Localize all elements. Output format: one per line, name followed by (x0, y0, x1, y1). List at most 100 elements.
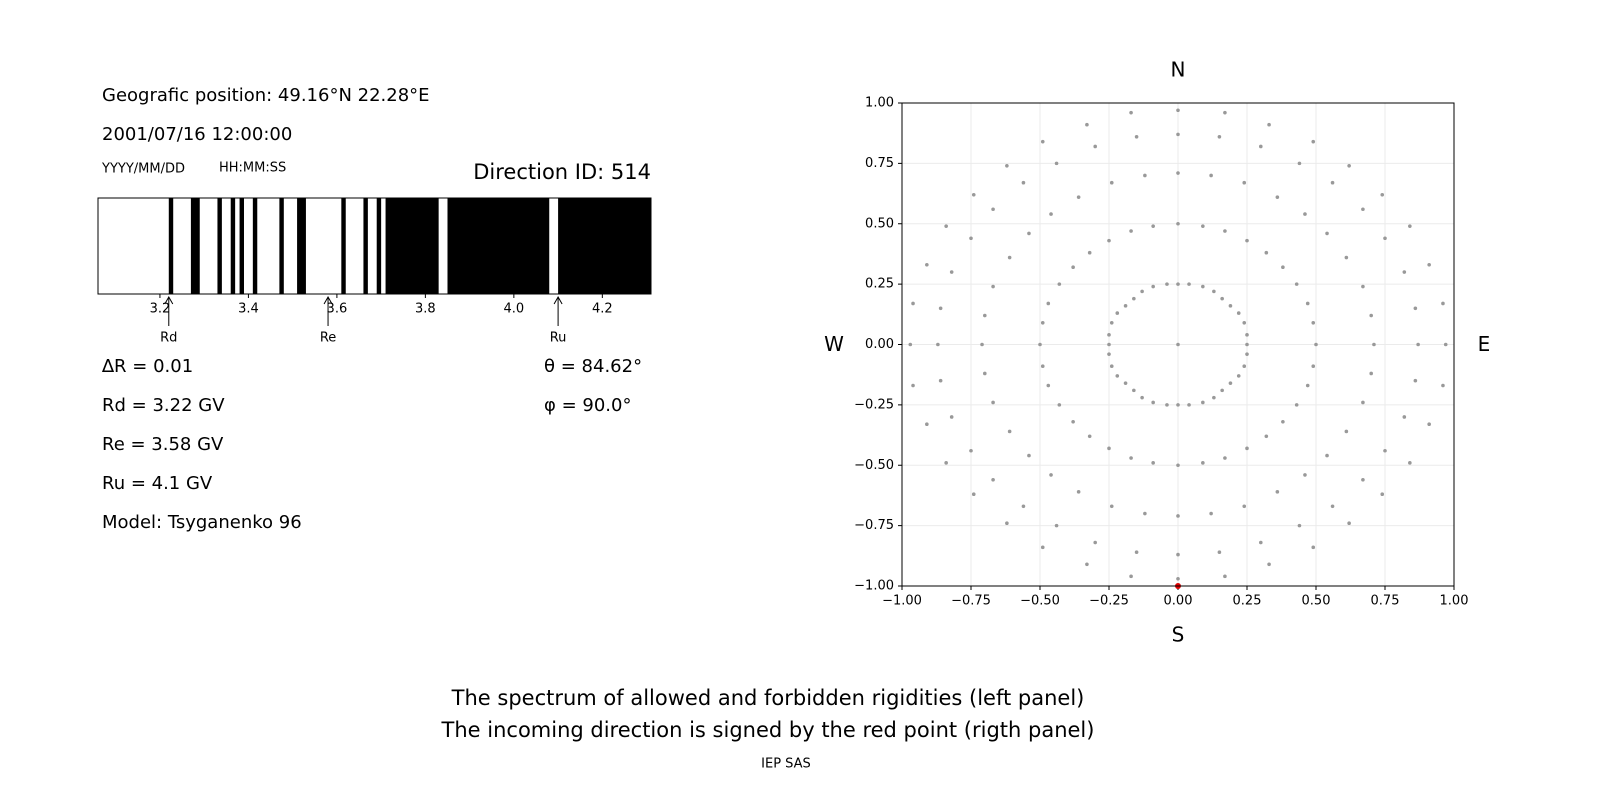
y-tick-label: 0.25 (865, 277, 894, 292)
direction-point (1344, 429, 1349, 434)
direction-point (1046, 383, 1051, 388)
direction-point (1212, 289, 1216, 294)
direction-point (1223, 110, 1227, 115)
direction-point (1361, 284, 1365, 289)
direction-point (1294, 282, 1299, 286)
forbidden-band (376, 198, 382, 294)
direction-point (1325, 453, 1329, 458)
direction-point (1046, 301, 1051, 306)
direction-point (1176, 576, 1180, 581)
direction-point (1441, 301, 1445, 306)
direction-point (1087, 250, 1092, 255)
direction-point (1294, 403, 1299, 407)
direction-point (1187, 403, 1191, 407)
direction-point (1123, 381, 1128, 385)
direction-point (949, 270, 954, 274)
direction-point (1049, 473, 1053, 477)
direction-point (1201, 224, 1205, 228)
direction-point (1076, 195, 1081, 199)
direction-label: N (1171, 58, 1186, 82)
y-tick-label: −1.00 (854, 579, 894, 594)
direction-point (1380, 192, 1385, 197)
direction-point (1187, 282, 1191, 286)
direction-point (1151, 284, 1155, 289)
date-format: YYYY/MM/DD (101, 162, 185, 177)
direction-point (1054, 523, 1059, 528)
direction-point (1413, 378, 1418, 383)
credit: IEP SAS (761, 757, 811, 772)
direction-point (1129, 574, 1133, 579)
direction-point (1140, 395, 1144, 400)
arrow-head (323, 295, 333, 305)
direction-point (1115, 374, 1120, 378)
direction-point (1416, 342, 1420, 347)
direction-point (1209, 173, 1213, 178)
direction-point (1305, 301, 1310, 306)
forbidden-band (447, 198, 550, 294)
x-tick-label: 4.0 (504, 302, 525, 317)
direction-point (1236, 374, 1241, 378)
x-tick-label: −0.75 (951, 594, 991, 609)
direction-point (1134, 135, 1139, 139)
x-tick-label: 4.2 (592, 302, 613, 317)
direction-point (1245, 238, 1249, 243)
direction-point (1223, 574, 1227, 579)
direction-point (1259, 540, 1263, 545)
x-tick-label: 3.6 (327, 302, 348, 317)
direction-point (1372, 342, 1376, 347)
direction-point (1176, 552, 1180, 557)
direction-point (1201, 284, 1205, 289)
direction-point (1344, 255, 1349, 260)
direction-point (1129, 110, 1133, 115)
x-tick-label: 0.50 (1302, 594, 1331, 609)
caption: The spectrum of allowed and forbidden ri… (451, 686, 1085, 710)
direction-point (1297, 523, 1302, 528)
direction-point (1076, 490, 1081, 494)
param: Re = 3.58 GV (102, 434, 224, 455)
direction-point (1311, 545, 1316, 550)
direction-point (949, 415, 954, 419)
direction-point (1347, 521, 1351, 526)
direction-point (1209, 511, 1213, 516)
direction-point (1085, 562, 1089, 567)
direction-point (1176, 132, 1180, 137)
direction-point (1217, 135, 1222, 139)
y-tick-label: −0.50 (854, 458, 894, 473)
direction-point (983, 371, 987, 376)
direction-point (1176, 463, 1180, 468)
direction-point (1402, 415, 1407, 419)
direction-point (1005, 521, 1009, 526)
direction-point (1038, 342, 1042, 347)
direction-point (1040, 364, 1045, 369)
direction-point (1259, 144, 1263, 149)
param: Rd = 3.22 GV (102, 395, 225, 416)
marker-label: Ru (550, 331, 567, 346)
direction-point (1402, 270, 1407, 274)
direction-point (971, 492, 976, 497)
direction-label: W (824, 332, 844, 356)
direction-point (925, 263, 929, 267)
direction-point (1220, 296, 1224, 301)
direction-point (1220, 388, 1224, 393)
direction-point (1176, 342, 1180, 347)
direction-point (1242, 364, 1247, 369)
direction-point (1057, 282, 1062, 286)
direction-point (1361, 477, 1365, 482)
direction-point (1223, 456, 1227, 460)
direction-point (1303, 212, 1307, 216)
direction-point (936, 342, 940, 347)
param: φ = 90.0° (544, 395, 631, 416)
direction-point (1443, 342, 1448, 347)
direction-point (1369, 313, 1373, 318)
x-tick-label: −0.25 (1089, 594, 1129, 609)
direction-point (925, 422, 929, 426)
direction-point (1134, 550, 1139, 554)
direction-point (1361, 400, 1365, 405)
forbidden-band (363, 198, 368, 294)
direction-point (1140, 289, 1144, 294)
direction-point (1176, 108, 1180, 113)
direction-point (911, 383, 915, 388)
direction-point (1107, 342, 1111, 347)
direction-point (1303, 473, 1307, 477)
direction-point (1228, 381, 1233, 385)
